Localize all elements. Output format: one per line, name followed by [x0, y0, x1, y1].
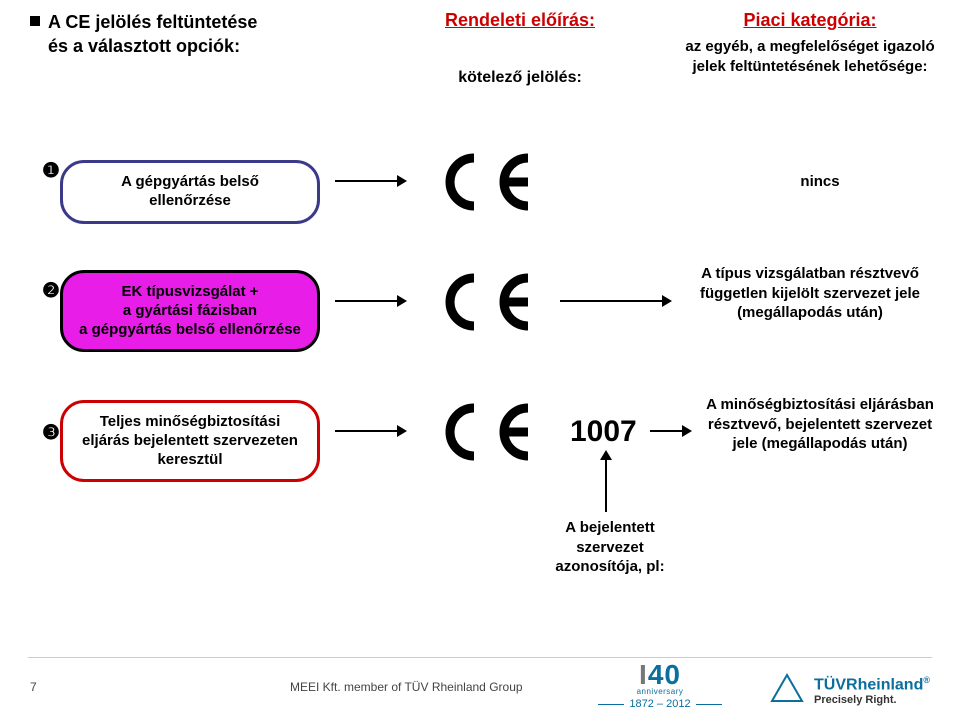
row1-pill: A gépgyártás belső ellenőrzése [60, 160, 320, 224]
row2-pill: EK típusvizsgálat + a gyártási fázisban … [60, 270, 320, 352]
row3-pill: Teljes minőségbiztosítási eljárás bejele… [60, 400, 320, 482]
identifier-label: A bejelentett szervezet azonosítója, pl: [540, 518, 680, 577]
title-block: A CE jelölés feltüntetése és a választot… [30, 10, 350, 59]
anniversary-years: 1872 – 2012 [600, 698, 720, 710]
row2-label: EK típusvizsgálat + a gyártási fázisban … [79, 283, 301, 338]
arrow-icon [650, 430, 690, 432]
footer-member: MEEI Kft. member of TÜV Rheinland Group [290, 680, 523, 694]
ce-mark-icon [430, 270, 540, 334]
row1-num: ❶ [42, 158, 60, 183]
anniversary-badge: I40 anniversary 1872 – 2012 [600, 659, 720, 710]
mid-sub: kötelező jelölés: [400, 69, 640, 87]
row1-right: nincs [700, 172, 940, 192]
page-number: 7 [30, 680, 37, 694]
right-sub: az egyéb, a megfelelőséget igazoló jelek… [680, 37, 940, 76]
row3-right: A minőségbiztosítási eljárásban résztvev… [700, 395, 940, 454]
title-line1: A CE jelölés feltüntetése [48, 12, 257, 32]
tuv-name: TÜVRheinland [814, 676, 923, 693]
tuv-triangle-icon [770, 673, 804, 708]
nb-number: 1007 [570, 415, 637, 449]
slide: A CE jelölés feltüntetése és a választot… [0, 0, 960, 716]
arrow-icon [560, 300, 670, 302]
ce-mark-icon [430, 150, 540, 214]
tuv-logo: TÜVRheinland® Precisely Right. [770, 673, 930, 708]
footer-rule [28, 657, 932, 658]
tuv-slogan: Precisely Right. [814, 694, 930, 706]
right-title: Piaci kategória: [680, 10, 940, 31]
ce-mark-icon [430, 400, 540, 464]
arrow-icon [335, 300, 405, 302]
row2-right: A típus vizsgálatban résztvevő független… [690, 264, 930, 323]
anniversary-label: anniversary [600, 687, 720, 696]
bullet-icon [30, 16, 40, 26]
footer: 7 MEEI Kft. member of TÜV Rheinland Grou… [0, 652, 960, 716]
arrow-up-icon [605, 452, 607, 512]
title-line2: és a választott opciók: [48, 36, 240, 56]
row3-label: Teljes minőségbiztosítási eljárás bejele… [82, 413, 298, 468]
header-right: Piaci kategória: az egyéb, a megfelelősé… [680, 10, 940, 76]
header-mid: Rendeleti előírás: kötelező jelölés: [400, 10, 640, 87]
mid-title: Rendeleti előírás: [400, 10, 640, 31]
arrow-icon [335, 180, 405, 182]
row2-num: ❷ [42, 278, 60, 303]
row3-num: ❸ [42, 420, 60, 445]
row1-label: A gépgyártás belső ellenőrzése [121, 173, 259, 209]
arrow-icon [335, 430, 405, 432]
